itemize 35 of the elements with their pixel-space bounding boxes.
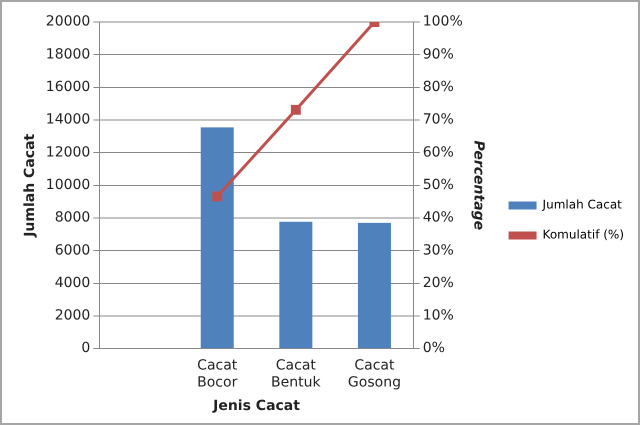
x-tick-label: Cacat Bentuk [271, 358, 322, 390]
point [290, 104, 301, 115]
y-tick-label: 16000 [46, 78, 90, 95]
y-tick-label: 0 [81, 340, 90, 356]
y-tick-label: 10000 [46, 176, 90, 193]
y2-tick-label: 100% [422, 14, 463, 30]
y-axis-title: Jumlah Cacat [22, 133, 38, 238]
y-tick-label: 8000 [54, 210, 90, 226]
y-tick-label: 6000 [54, 242, 90, 258]
y2-tick-label: 70% [422, 112, 454, 128]
legend-label: Komulatif (%) [542, 228, 624, 242]
y-tick-label: 14000 [46, 112, 90, 128]
x-tick-label: Cacat Gosong [348, 358, 401, 390]
y2-tick-label: 50% [422, 176, 454, 193]
y-tick-label: 18000 [46, 46, 90, 62]
point [212, 191, 222, 202]
y2-axis-title: Percentage [470, 140, 487, 230]
y2-tick-label: 20% [422, 274, 454, 291]
bar [200, 127, 234, 348]
y-tick-label: 2000 [54, 308, 90, 324]
y2-tick-label: 80% [422, 78, 454, 95]
y2-tick-label: 30% [422, 242, 454, 258]
y-tick-label: 12000 [46, 144, 90, 160]
y-tick-label: 4000 [54, 274, 90, 291]
bar [279, 222, 312, 348]
y2-tick-label: 0% [422, 340, 445, 356]
y-tick-label: 20000 [46, 14, 90, 30]
y2-tick-label: 60% [422, 144, 454, 160]
x-axis-title: Jenis Cacat [212, 398, 300, 414]
legend-label: Jumlah Cacat [542, 198, 622, 212]
bar [358, 222, 391, 348]
y2-tick-label: 10% [422, 308, 454, 324]
y2-tick-label: 40% [422, 210, 454, 226]
x-tick-label: Cacat Bocor [197, 358, 238, 390]
y2-tick-label: 90% [422, 46, 454, 62]
